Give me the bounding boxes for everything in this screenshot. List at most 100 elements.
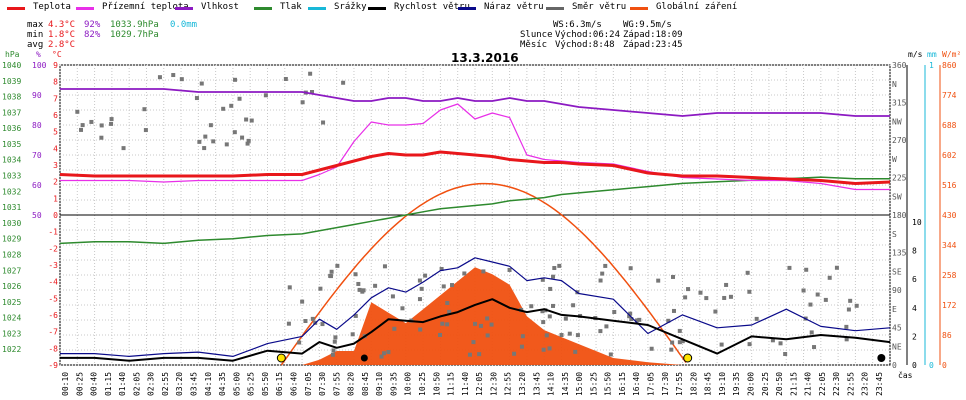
tick-ms: 6 bbox=[912, 275, 917, 284]
wind-direction-point bbox=[440, 321, 445, 326]
tick-time: 08:20 bbox=[347, 372, 356, 396]
solar-max-curve bbox=[280, 182, 687, 366]
legend-swatch bbox=[308, 7, 326, 10]
tick-time: 16:40 bbox=[632, 372, 641, 396]
tick-ms: 0 bbox=[912, 361, 917, 370]
wind-direction-point bbox=[286, 321, 291, 326]
wind-direction-point bbox=[548, 286, 553, 291]
wind-direction-point bbox=[520, 334, 525, 339]
tick-wm: 86 bbox=[942, 331, 952, 340]
wind-direction-point bbox=[199, 81, 204, 86]
tick-wm: 344 bbox=[942, 241, 957, 250]
stat-max-label: max bbox=[27, 20, 44, 30]
wind-direction-point bbox=[439, 266, 444, 271]
stat-min-temp: 1.8°C bbox=[48, 30, 76, 40]
wind-direction-point bbox=[331, 348, 336, 353]
moonset: Západ:23:45 bbox=[623, 40, 683, 50]
tick-ms: 10 bbox=[912, 218, 922, 227]
wind-direction-point bbox=[598, 329, 603, 334]
tick-wm: 774 bbox=[942, 91, 957, 100]
wind-direction-point bbox=[485, 333, 490, 338]
tick-c: -9 bbox=[48, 361, 58, 370]
wind-direction-point bbox=[754, 316, 759, 321]
wind-direction-point bbox=[804, 267, 809, 272]
tick-time: 20:25 bbox=[761, 372, 770, 396]
tick-c: 5 bbox=[53, 128, 58, 137]
tick-time: 21:15 bbox=[789, 372, 798, 396]
tick-wm: 860 bbox=[942, 61, 957, 70]
stat-min-label: min bbox=[27, 30, 44, 40]
tick-hpa: 1032 bbox=[2, 187, 21, 196]
legend-swatch bbox=[76, 7, 94, 10]
tick-time: 02:30 bbox=[147, 372, 156, 396]
wind-direction-point bbox=[670, 340, 675, 345]
tick-c: -1 bbox=[48, 228, 58, 237]
tick-time: 19:35 bbox=[732, 372, 741, 396]
wind-direction-point bbox=[400, 306, 405, 311]
wind-direction-point bbox=[202, 146, 207, 151]
tick-time: 10:00 bbox=[404, 372, 413, 396]
wind-direction-point bbox=[208, 123, 213, 128]
wind-direction-point bbox=[812, 345, 817, 350]
legend-swatch bbox=[175, 7, 193, 10]
tick-direction: 270 bbox=[892, 136, 907, 145]
wind-direction-point bbox=[233, 77, 238, 82]
tick-c: -7 bbox=[48, 328, 58, 337]
legend-label: Náraz větru bbox=[484, 2, 544, 12]
wind-direction-point bbox=[297, 340, 302, 345]
wind-direction-point bbox=[680, 339, 685, 344]
wind-direction-point bbox=[540, 309, 545, 314]
wind-direction-point bbox=[844, 324, 849, 329]
wind-direction-point bbox=[419, 286, 424, 291]
wind-direction-point bbox=[598, 278, 603, 283]
tick-time: 21:40 bbox=[804, 372, 813, 396]
sunrise-marker bbox=[276, 353, 286, 363]
wind-direction-point bbox=[604, 324, 609, 329]
tick-direction: 360 bbox=[892, 61, 907, 70]
wind-direction-point bbox=[157, 75, 162, 80]
chart-title: 13.3.2016 bbox=[451, 51, 519, 65]
tick-ms: 4 bbox=[912, 304, 917, 313]
legend-swatch bbox=[254, 7, 272, 10]
tick-direction: NE bbox=[892, 342, 902, 351]
wind-direction-point bbox=[300, 100, 305, 105]
tick-hpa: 1029 bbox=[2, 235, 21, 244]
legend-label: Teplota bbox=[33, 2, 71, 12]
tick-wm: 430 bbox=[942, 211, 957, 220]
tick-time: 11:15 bbox=[447, 372, 456, 396]
wind-direction-point bbox=[747, 342, 752, 347]
wind-direction-point bbox=[507, 267, 512, 272]
wind-direction-point bbox=[246, 138, 251, 143]
wind-direction-point bbox=[519, 344, 524, 349]
wind-direction-point bbox=[478, 323, 483, 328]
tick-hpa: 1034 bbox=[2, 156, 21, 165]
tick-c: 0 bbox=[53, 211, 58, 220]
wind-direction-point bbox=[143, 128, 148, 133]
tick-direction: N bbox=[892, 80, 897, 89]
stat-max-humidity: 92% bbox=[84, 20, 101, 30]
tick-time: 18:20 bbox=[689, 372, 698, 396]
wind-direction-point bbox=[381, 351, 386, 356]
wind-direction-point bbox=[320, 322, 325, 327]
wind-direction-point bbox=[179, 77, 184, 82]
wind-direction-point bbox=[477, 352, 482, 357]
tick-ms: 2 bbox=[912, 332, 917, 341]
tick-direction: 90 bbox=[892, 286, 902, 295]
tick-time: 04:10 bbox=[204, 372, 213, 396]
wind-direction-point bbox=[778, 341, 783, 346]
tick-time: 17:55 bbox=[675, 372, 684, 396]
tick-time: 13:45 bbox=[532, 372, 541, 396]
legend-label: Vlhkost bbox=[201, 2, 239, 12]
stat-wg: WG:9.5m/s bbox=[623, 20, 672, 30]
axis-unit-hpa: hPa bbox=[5, 50, 20, 59]
axis-unit-wm: W/m² bbox=[942, 50, 961, 59]
tick-pct: 60 bbox=[32, 181, 42, 190]
wind-direction-point bbox=[844, 337, 849, 342]
tick-time: 00:10 bbox=[61, 372, 70, 396]
wind-direction-point bbox=[608, 352, 613, 357]
wind-direction-point bbox=[300, 299, 305, 304]
tick-time: 07:30 bbox=[318, 372, 327, 396]
wind-direction-point bbox=[335, 263, 340, 268]
legend-swatch bbox=[7, 7, 25, 10]
